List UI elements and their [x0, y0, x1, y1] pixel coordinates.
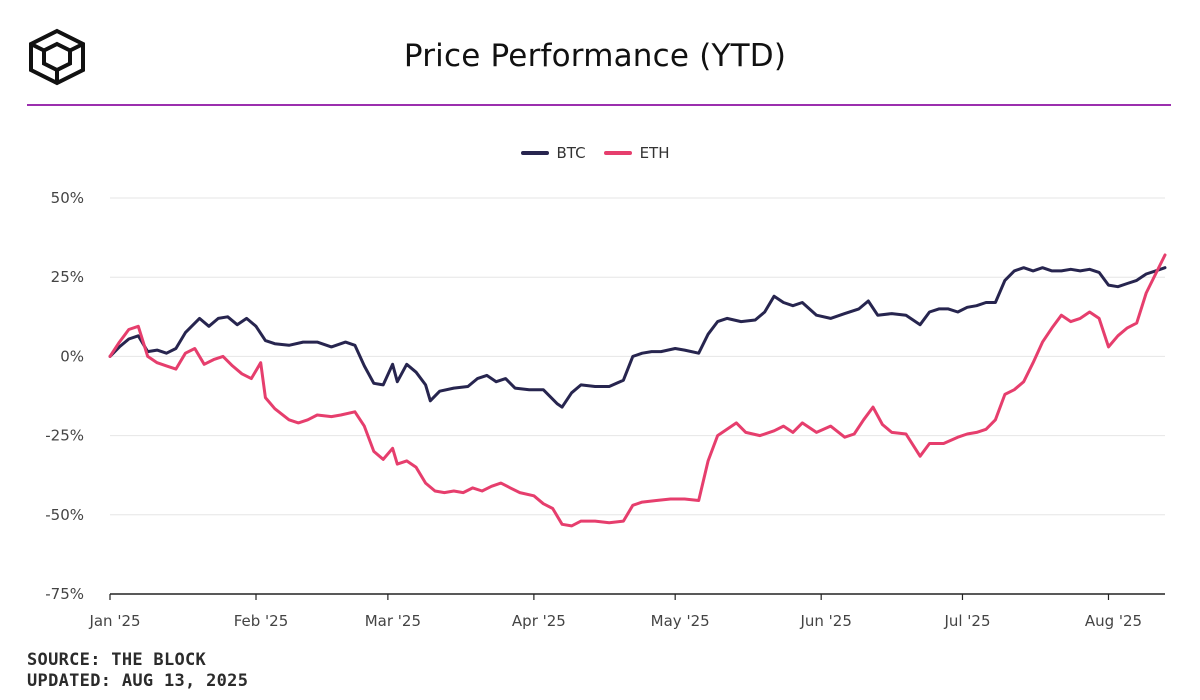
legend-item-btc[interactable]: BTC — [520, 144, 586, 162]
legend-swatch-eth — [603, 151, 632, 155]
legend-label-eth: ETH — [639, 144, 670, 162]
y-tick-label: 0% — [60, 347, 84, 365]
series-line-btc — [108, 266, 1167, 409]
y-tick-label: -75% — [45, 585, 84, 603]
x-tick-label: Jan '25 — [88, 612, 140, 630]
y-tick-label: -50% — [45, 506, 84, 524]
legend-swatch-btc — [520, 151, 549, 155]
x-tick-label: Aug '25 — [1085, 612, 1142, 630]
chart-legend: BTC ETH — [0, 144, 1190, 162]
x-tick-label: Apr '25 — [512, 612, 566, 630]
source-note: SOURCE: THE BLOCK UPDATED: AUG 13, 2025 — [27, 650, 248, 692]
legend-label-btc: BTC — [556, 144, 586, 162]
chart-header: Price Performance (YTD) — [0, 0, 1200, 106]
x-tick-label: Jul '25 — [943, 612, 990, 630]
y-tick-label: -25% — [45, 427, 84, 445]
the-block-logo-icon — [29, 28, 85, 86]
y-tick-label: 50% — [51, 189, 84, 207]
updated-text: UPDATED: AUG 13, 2025 — [27, 671, 249, 691]
series-line-eth — [108, 253, 1167, 528]
source-text: SOURCE: THE BLOCK — [27, 650, 207, 670]
x-tick-label: Feb '25 — [234, 612, 289, 630]
x-tick-label: May '25 — [651, 612, 710, 630]
legend-item-eth[interactable]: ETH — [603, 144, 670, 162]
x-tick-label: Mar '25 — [365, 612, 421, 630]
header-divider — [27, 104, 1171, 106]
y-tick-label: 25% — [51, 268, 84, 286]
x-tick-label: Jun '25 — [799, 612, 851, 630]
chart-title: Price Performance (YTD) — [403, 38, 787, 74]
